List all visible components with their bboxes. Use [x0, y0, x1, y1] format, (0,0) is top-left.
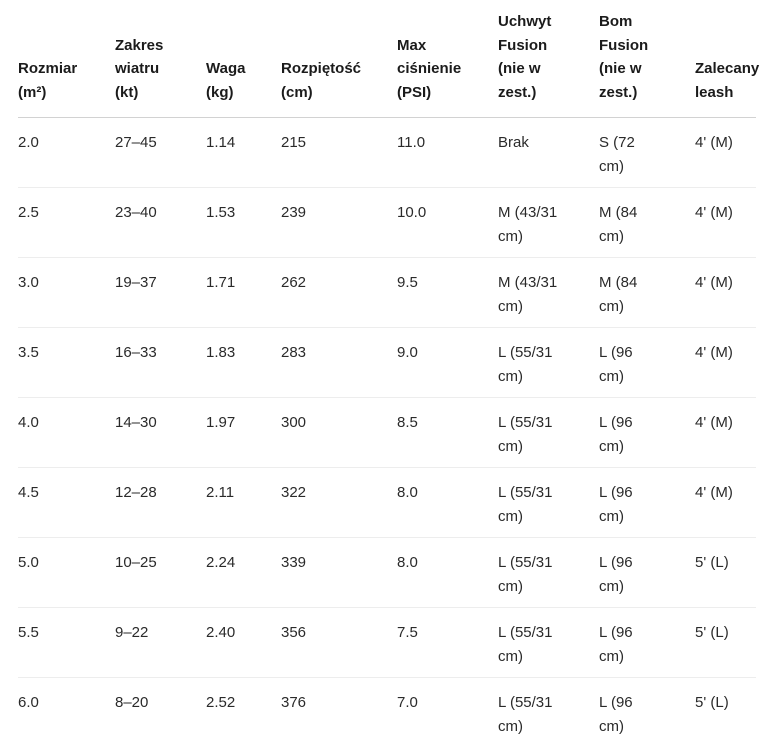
table-cell: L (96 cm) [599, 678, 695, 747]
table-cell: 16–33 [115, 328, 206, 398]
column-header-4: Max ciśnienie (PSI) [397, 2, 498, 118]
table-cell: 1.71 [206, 258, 281, 328]
table-cell: L (96 cm) [599, 328, 695, 398]
table-cell: 2.52 [206, 678, 281, 747]
table-cell: L (55/31 cm) [498, 538, 599, 608]
column-header-2: Waga (kg) [206, 2, 281, 118]
table-cell: 300 [281, 398, 397, 468]
table-cell: 1.83 [206, 328, 281, 398]
table-cell: 2.40 [206, 608, 281, 678]
table-cell: M (43/31 cm) [498, 188, 599, 258]
table-head: Rozmiar (m²)Zakres wiatru (kt)Waga (kg)R… [18, 2, 756, 118]
table-cell: 4' (M) [695, 118, 756, 188]
table-cell: 5' (L) [695, 678, 756, 747]
column-header-7: Zalecany leash [695, 2, 756, 118]
column-header-1: Zakres wiatru (kt) [115, 2, 206, 118]
table-cell: 10–25 [115, 538, 206, 608]
table-cell: 215 [281, 118, 397, 188]
table-cell: 356 [281, 608, 397, 678]
table-cell: 2.0 [18, 118, 115, 188]
table-cell: 9.0 [397, 328, 498, 398]
column-header-3: Rozpiętość (cm) [281, 2, 397, 118]
table-cell: L (96 cm) [599, 608, 695, 678]
table-cell: 9.5 [397, 258, 498, 328]
table-cell: 1.14 [206, 118, 281, 188]
table-cell: 283 [281, 328, 397, 398]
table-cell: M (43/31 cm) [498, 258, 599, 328]
table-cell: 9–22 [115, 608, 206, 678]
table-cell: 8–20 [115, 678, 206, 747]
table-cell: M (84 cm) [599, 258, 695, 328]
column-header-0: Rozmiar (m²) [18, 2, 115, 118]
table-cell: 4' (M) [695, 188, 756, 258]
table-cell: 4.5 [18, 468, 115, 538]
header-row: Rozmiar (m²)Zakres wiatru (kt)Waga (kg)R… [18, 2, 756, 118]
table-cell: 8.0 [397, 468, 498, 538]
table-cell: L (96 cm) [599, 538, 695, 608]
table-cell: 5' (L) [695, 538, 756, 608]
table-cell: 12–28 [115, 468, 206, 538]
table-cell: 7.5 [397, 608, 498, 678]
table-cell: L (96 cm) [599, 398, 695, 468]
spec-table-container: Rozmiar (m²)Zakres wiatru (kt)Waga (kg)R… [18, 2, 769, 747]
table-cell: L (96 cm) [599, 468, 695, 538]
table-cell: 376 [281, 678, 397, 747]
table-cell: 339 [281, 538, 397, 608]
table-cell: 5' (L) [695, 608, 756, 678]
table-cell: 5.5 [18, 608, 115, 678]
column-header-5: Uchwyt Fusion (nie w zest.) [498, 2, 599, 118]
table-cell: 1.97 [206, 398, 281, 468]
table-cell: 4' (M) [695, 468, 756, 538]
table-cell: S (72 cm) [599, 118, 695, 188]
table-cell: 3.0 [18, 258, 115, 328]
table-cell: 4' (M) [695, 398, 756, 468]
table-cell: 2.24 [206, 538, 281, 608]
table-cell: 5.0 [18, 538, 115, 608]
spec-table: Rozmiar (m²)Zakres wiatru (kt)Waga (kg)R… [18, 2, 756, 747]
table-cell: 1.53 [206, 188, 281, 258]
table-cell: 10.0 [397, 188, 498, 258]
table-cell: L (55/31 cm) [498, 468, 599, 538]
table-cell: L (55/31 cm) [498, 398, 599, 468]
column-header-6: Bom Fusion (nie w zest.) [599, 2, 695, 118]
table-cell: 4.0 [18, 398, 115, 468]
table-cell: 8.0 [397, 538, 498, 608]
table-cell: 23–40 [115, 188, 206, 258]
table-cell: 2.5 [18, 188, 115, 258]
table-cell: 6.0 [18, 678, 115, 747]
table-cell: 7.0 [397, 678, 498, 747]
table-cell: 11.0 [397, 118, 498, 188]
table-cell: 3.5 [18, 328, 115, 398]
table-cell: 322 [281, 468, 397, 538]
table-cell: 8.5 [397, 398, 498, 468]
table-cell: 19–37 [115, 258, 206, 328]
table-cell: 27–45 [115, 118, 206, 188]
table-cell: 14–30 [115, 398, 206, 468]
table-cell: 262 [281, 258, 397, 328]
table-cell: 239 [281, 188, 397, 258]
table-cell: Brak [498, 118, 599, 188]
table-cell: L (55/31 cm) [498, 608, 599, 678]
table-cell: 4' (M) [695, 328, 756, 398]
table-cell: 2.11 [206, 468, 281, 538]
table-cell: M (84 cm) [599, 188, 695, 258]
table-cell: 4' (M) [695, 258, 756, 328]
table-cell: L (55/31 cm) [498, 328, 599, 398]
table-cell: L (55/31 cm) [498, 678, 599, 747]
